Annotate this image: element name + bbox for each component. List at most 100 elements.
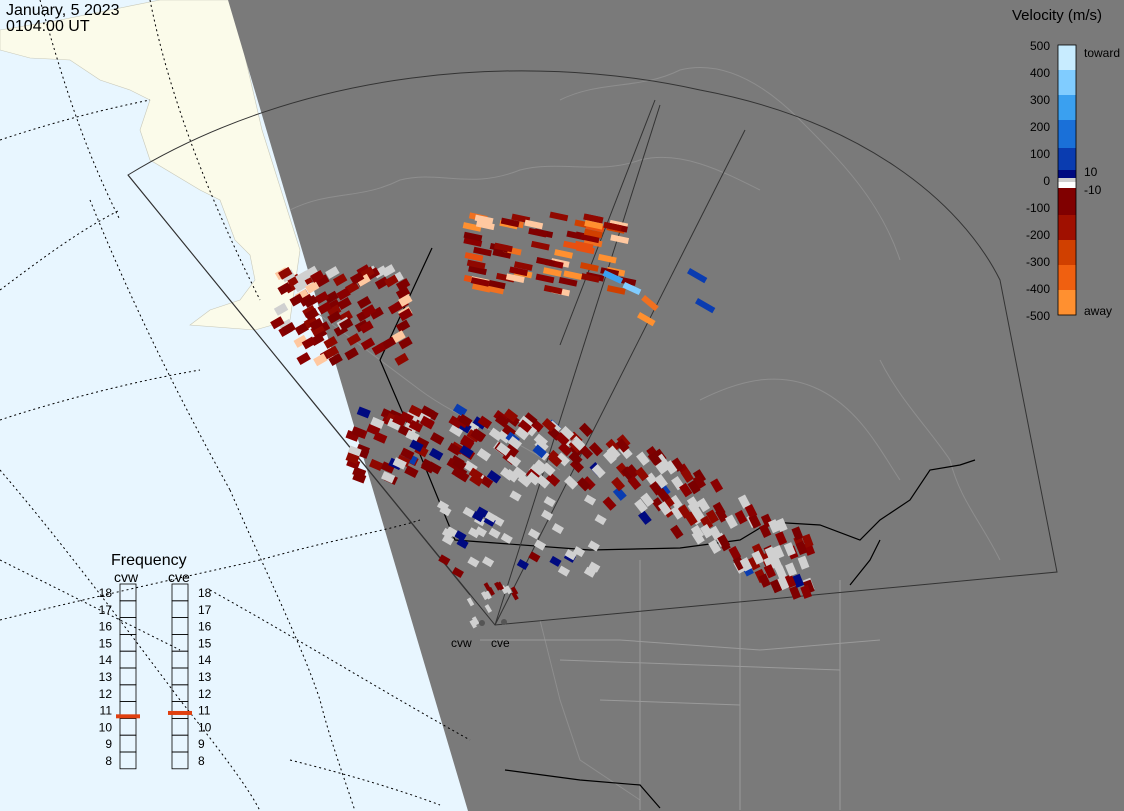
velocity-cell — [603, 221, 623, 232]
colorbar-band — [1058, 296, 1076, 298]
colorbar-band — [1058, 188, 1076, 190]
velocity-cell — [394, 352, 409, 366]
colorbar-band — [1058, 174, 1076, 176]
velocity-cell — [512, 466, 527, 481]
velocity-cell — [492, 249, 512, 259]
colorbar-band — [1058, 136, 1076, 138]
velocity-cell — [468, 527, 481, 539]
colorbar-band — [1058, 163, 1076, 165]
velocity-cell — [474, 214, 494, 225]
colorbar-band — [1058, 70, 1076, 72]
colorbar-band — [1058, 218, 1076, 220]
colorbar-band — [1058, 125, 1076, 127]
velocity-cell — [303, 315, 319, 329]
velocity-cell — [602, 270, 624, 284]
velocity-cell — [370, 416, 385, 429]
date-label: January, 5 2023 — [6, 2, 120, 19]
frequency-tick-label: 15 — [198, 636, 212, 650]
velocity-cell — [392, 457, 407, 470]
velocity-cell — [526, 471, 541, 486]
colorbar-band — [1058, 165, 1076, 167]
velocity-cell — [496, 442, 511, 456]
colorbar-band — [1058, 156, 1076, 158]
frequency-marker-cvw — [116, 714, 140, 719]
colorbar-band — [1058, 133, 1076, 135]
colorbar-band — [1058, 53, 1076, 55]
colorbar-band — [1058, 189, 1076, 191]
velocity-cell — [580, 233, 600, 244]
colorbar-band — [1058, 245, 1076, 247]
velocity-cell — [468, 467, 483, 481]
colorbar-band — [1058, 282, 1076, 284]
velocity-cell — [542, 267, 562, 277]
colorbar-band — [1058, 227, 1076, 229]
colorbar-band — [1058, 117, 1076, 119]
velocity-cell — [541, 417, 557, 432]
colorbar-band — [1058, 105, 1076, 107]
colorbar-band — [1058, 199, 1076, 201]
velocity-cell — [584, 220, 604, 230]
colorbar-band — [1058, 190, 1076, 192]
colorbar-threshold-positive: 10 — [1084, 165, 1098, 179]
colorbar-band — [1058, 209, 1076, 211]
velocity-cell — [774, 565, 788, 580]
colorbar-band — [1058, 248, 1076, 250]
colorbar-band — [1058, 64, 1076, 66]
frequency-tick-label: 13 — [198, 670, 212, 684]
colorbar-band — [1058, 82, 1076, 84]
velocity-cell — [327, 304, 342, 318]
velocity-cell — [768, 519, 781, 534]
velocity-cell — [481, 556, 495, 568]
velocity-cell — [588, 442, 603, 457]
velocity-cell — [460, 434, 475, 448]
velocity-cell — [634, 498, 648, 514]
colorbar-band — [1058, 46, 1076, 48]
frequency-tick-label: 15 — [99, 636, 113, 650]
frequency-tick-label: 18 — [198, 586, 212, 600]
colorbar-band — [1058, 294, 1076, 296]
frequency-radar-label-cve: cve — [168, 569, 190, 585]
velocity-cell — [381, 264, 396, 278]
velocity-cell — [373, 431, 388, 444]
velocity-cell — [327, 310, 342, 324]
velocity-cell — [758, 573, 771, 588]
colorbar-band — [1058, 262, 1076, 264]
velocity-cell — [551, 523, 564, 535]
velocity-cell — [615, 438, 630, 453]
velocity-cell — [337, 297, 352, 310]
velocity-cell — [506, 453, 522, 468]
colorbar-band — [1058, 118, 1076, 120]
colorbar-band — [1058, 305, 1076, 307]
velocity-cell — [514, 426, 530, 441]
colorbar-band — [1058, 192, 1076, 194]
velocity-cell — [622, 282, 642, 296]
velocity-cell — [700, 524, 714, 539]
velocity-cell — [777, 576, 790, 591]
velocity-cell — [654, 474, 668, 489]
velocity-cell — [324, 290, 339, 304]
colorbar-band — [1058, 235, 1076, 237]
colorbar-band — [1058, 171, 1076, 173]
colorbar-band — [1058, 236, 1076, 238]
velocity-cell — [454, 530, 467, 542]
colorbar-band — [1058, 150, 1076, 152]
velocity-cell — [541, 509, 554, 521]
time-label: 0104:00 UT — [6, 18, 90, 35]
velocity-cell — [462, 222, 482, 232]
velocity-cell — [591, 464, 606, 479]
velocity-cell — [534, 438, 549, 453]
velocity-cell — [557, 565, 571, 577]
velocity-cell — [303, 294, 318, 308]
colorbar-band — [1058, 104, 1076, 106]
velocity-cell — [395, 278, 411, 292]
colorbar-band — [1058, 122, 1076, 124]
colorbar-band — [1058, 226, 1076, 228]
colorbar-band — [1058, 285, 1076, 287]
colorbar-band — [1058, 97, 1076, 99]
colorbar-band — [1058, 249, 1076, 251]
velocity-cell — [610, 234, 630, 244]
colorbar-band — [1058, 222, 1076, 224]
colorbar-band — [1058, 230, 1076, 232]
velocity-cell — [278, 266, 293, 280]
velocity-cell — [336, 287, 351, 301]
